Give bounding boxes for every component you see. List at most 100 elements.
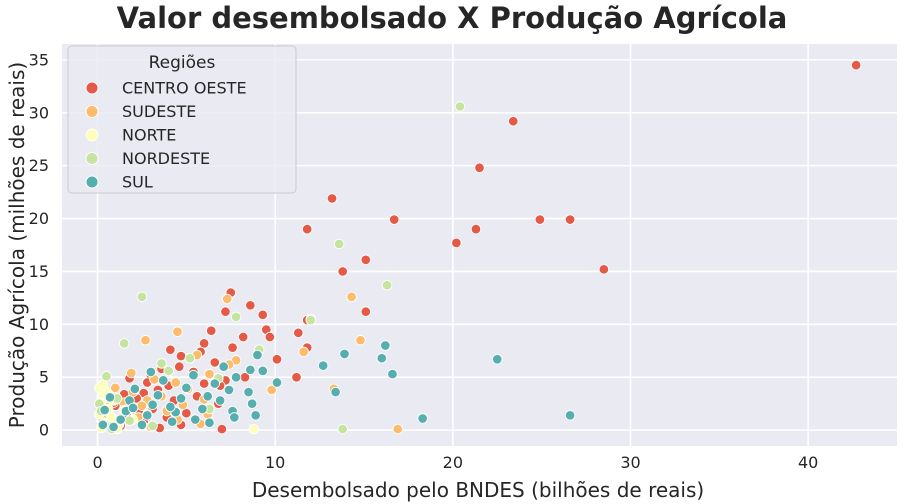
point-centro-oeste bbox=[216, 423, 228, 435]
point-sul bbox=[380, 340, 391, 351]
point-centro-oeste bbox=[598, 264, 610, 275]
point-sul bbox=[214, 395, 226, 406]
point-nordeste bbox=[163, 365, 174, 377]
point-centro-oeste bbox=[470, 223, 482, 235]
point-nordeste bbox=[337, 423, 348, 435]
point-sul bbox=[204, 417, 215, 428]
legend-label-sul: SUL bbox=[122, 173, 153, 192]
point-sul bbox=[145, 366, 157, 378]
x-tick-label: 40 bbox=[798, 453, 818, 472]
point-nordeste bbox=[147, 420, 158, 432]
point-sudeste bbox=[110, 382, 121, 394]
point-centro-oeste bbox=[337, 266, 348, 277]
point-sul bbox=[97, 419, 109, 431]
point-sul bbox=[188, 369, 199, 381]
point-nordeste bbox=[136, 291, 148, 303]
point-sul bbox=[127, 402, 139, 414]
point-nordeste bbox=[333, 238, 345, 250]
point-centro-oeste bbox=[198, 378, 210, 389]
point-sul bbox=[108, 421, 119, 433]
point-centro-oeste bbox=[451, 237, 462, 249]
point-sudeste bbox=[221, 293, 233, 305]
point-nordeste bbox=[381, 279, 393, 291]
point-sudeste bbox=[140, 334, 151, 346]
x-tick-label: 20 bbox=[443, 453, 463, 472]
point-sul bbox=[175, 393, 187, 404]
x-axis-ticks: 0 10 20 30 40 bbox=[92, 453, 818, 472]
y-tick-label: 15 bbox=[29, 262, 49, 281]
point-centro-oeste bbox=[474, 162, 485, 174]
point-nordeste bbox=[101, 370, 112, 382]
point-centro-oeste bbox=[174, 361, 185, 372]
point-sul bbox=[564, 410, 576, 421]
point-sul bbox=[376, 352, 388, 364]
point-sul bbox=[209, 378, 221, 389]
chart-title: Valor desembolsado X Produção Agrícola bbox=[117, 1, 788, 35]
point-sul bbox=[158, 375, 169, 386]
point-nordeste bbox=[305, 314, 316, 326]
point-nordeste bbox=[230, 311, 242, 323]
y-tick-label: 20 bbox=[29, 209, 49, 228]
point-centro-oeste bbox=[264, 331, 276, 343]
point-centro-oeste bbox=[205, 325, 217, 336]
legend-label-nordeste: NORDESTE bbox=[122, 149, 210, 168]
point-sul bbox=[257, 365, 269, 377]
y-tick-label: 0 bbox=[39, 421, 49, 440]
x-axis-label: Desembolsado pelo BNDES (bilhões de reai… bbox=[252, 478, 704, 502]
point-sul bbox=[330, 386, 341, 398]
legend-marker-centro-oeste bbox=[85, 81, 99, 95]
point-centro-oeste bbox=[291, 371, 302, 383]
point-sul bbox=[152, 389, 164, 401]
point-centro-oeste bbox=[237, 331, 249, 343]
point-sul bbox=[189, 414, 201, 425]
legend-items: CENTRO OESTE SUDESTE NORTE NORDESTE SUL bbox=[85, 79, 247, 192]
data-points bbox=[94, 59, 862, 435]
legend-marker-norte bbox=[85, 128, 99, 142]
x-tick-label: 0 bbox=[92, 453, 102, 472]
y-tick-label: 30 bbox=[29, 103, 49, 122]
y-axis-label: Produção Agrícola (milhões de reais) bbox=[5, 62, 29, 428]
point-sul bbox=[181, 382, 192, 394]
point-centro-oeste bbox=[534, 214, 546, 225]
point-sul bbox=[252, 349, 263, 361]
point-sudeste bbox=[204, 368, 215, 380]
point-sudeste bbox=[355, 334, 366, 346]
point-centro-oeste bbox=[850, 59, 862, 71]
point-sudeste bbox=[392, 423, 404, 435]
point-sul bbox=[115, 414, 126, 425]
point-centro-oeste bbox=[293, 327, 304, 339]
point-sul bbox=[387, 368, 398, 380]
point-sudeste bbox=[266, 384, 277, 396]
point-sul bbox=[104, 392, 116, 403]
point-norte bbox=[248, 423, 260, 435]
point-sul bbox=[243, 386, 254, 398]
point-centro-oeste bbox=[245, 300, 256, 311]
point-sul bbox=[142, 410, 153, 421]
point-sul bbox=[223, 384, 235, 396]
point-centro-oeste bbox=[175, 350, 187, 362]
legend-title: Regiões bbox=[149, 53, 216, 73]
point-sul bbox=[246, 398, 258, 409]
y-tick-label: 25 bbox=[29, 156, 49, 175]
point-centro-oeste bbox=[564, 214, 576, 225]
y-tick-label: 35 bbox=[29, 50, 49, 69]
point-sul bbox=[99, 404, 110, 416]
point-centro-oeste bbox=[301, 223, 313, 235]
point-centro-oeste bbox=[271, 354, 283, 365]
point-sul bbox=[136, 419, 148, 431]
point-centro-oeste bbox=[360, 306, 372, 317]
point-centro-oeste bbox=[360, 254, 372, 266]
point-sul bbox=[339, 348, 350, 360]
point-centro-oeste bbox=[388, 214, 400, 225]
point-sudeste bbox=[172, 326, 183, 337]
legend: Regiões CENTRO OESTE SUDESTE NORTE NORDESTE… bbox=[67, 45, 297, 194]
point-sul bbox=[147, 399, 158, 410]
point-sul bbox=[492, 354, 503, 365]
point-centro-oeste bbox=[227, 342, 238, 353]
point-sul bbox=[197, 403, 208, 415]
point-sul bbox=[202, 391, 213, 402]
point-nordeste bbox=[184, 352, 196, 364]
y-tick-label: 5 bbox=[39, 368, 49, 387]
point-nordeste bbox=[118, 338, 130, 349]
